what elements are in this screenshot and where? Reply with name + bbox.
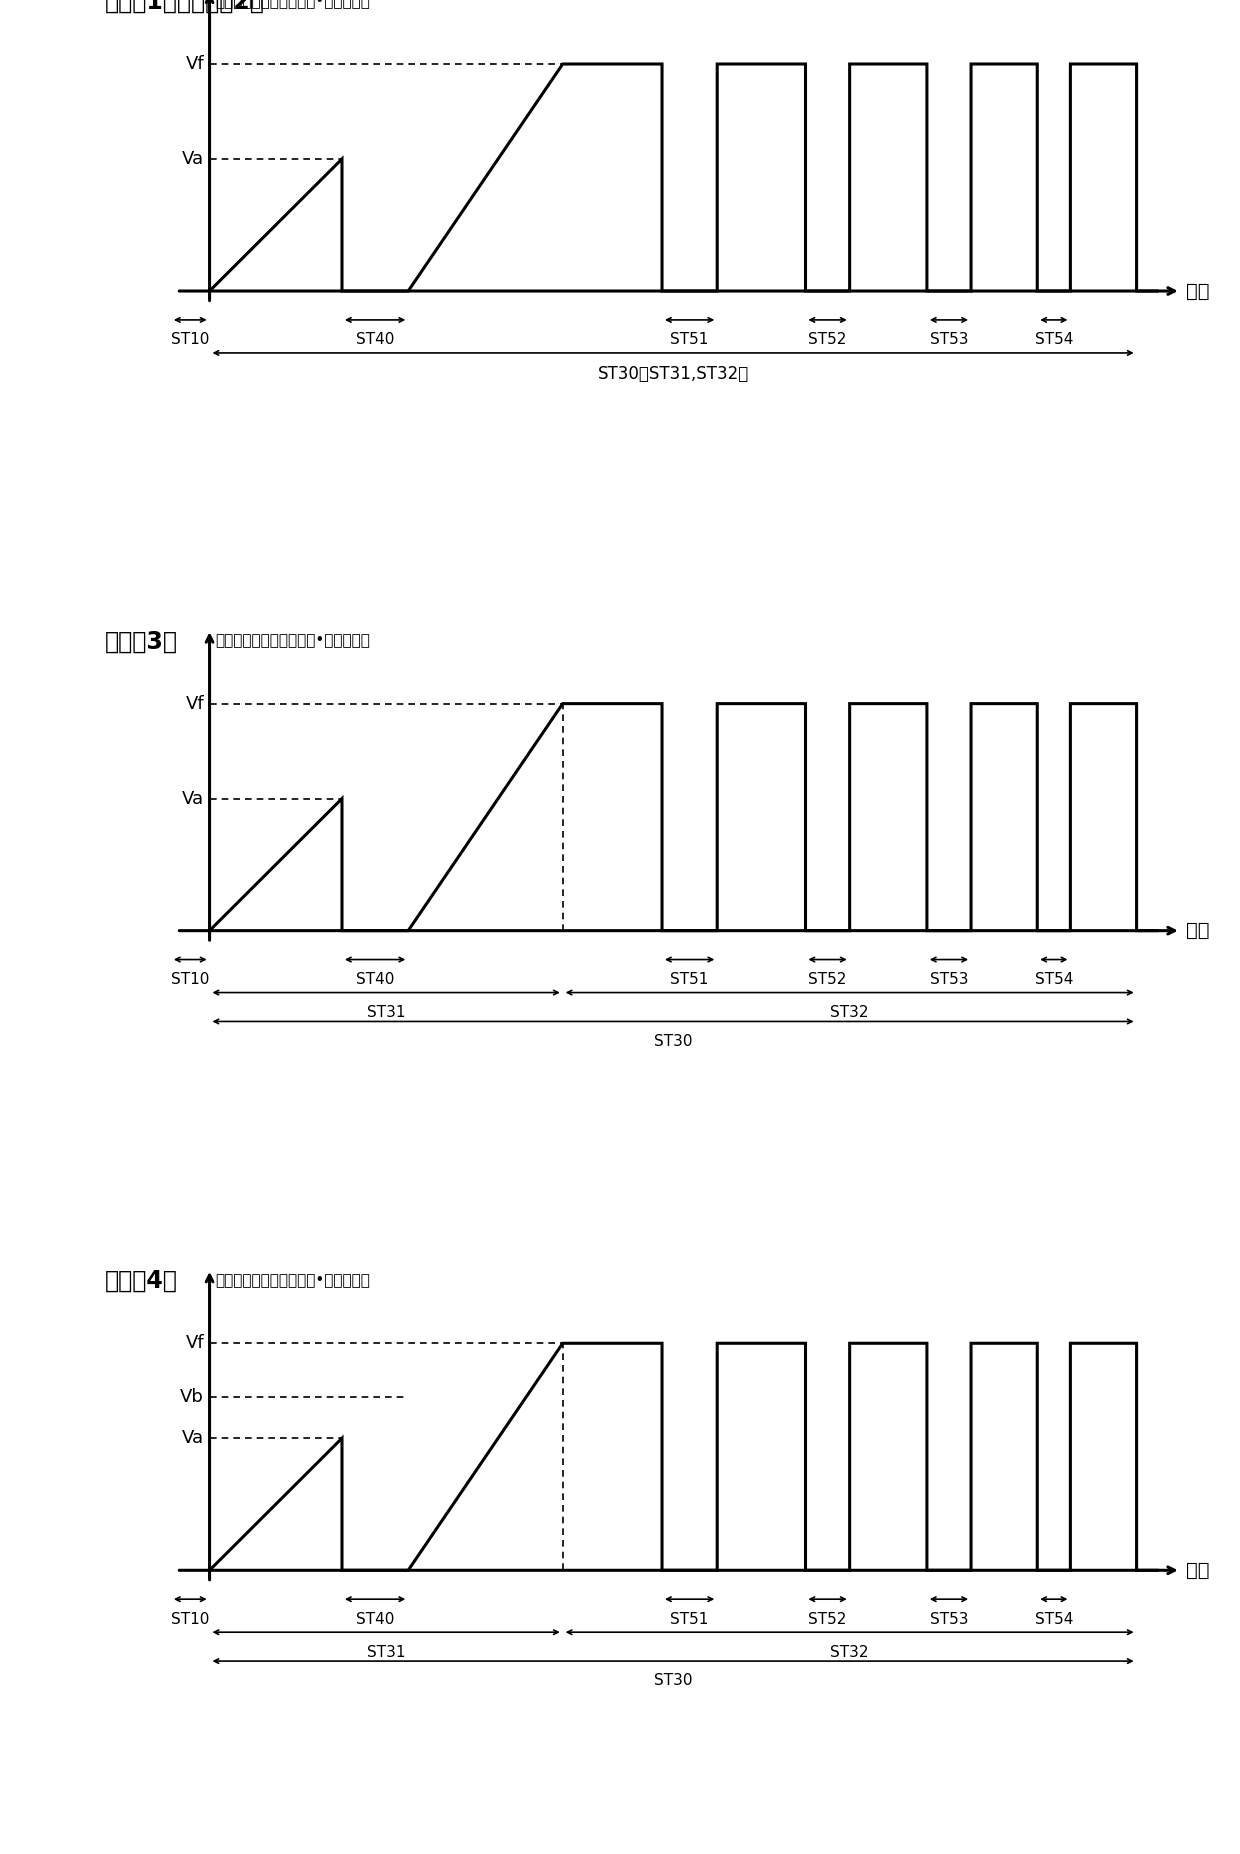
Text: Vf: Vf (186, 695, 205, 712)
Text: ST53: ST53 (930, 971, 968, 986)
Text: Vb: Vb (180, 1389, 205, 1405)
Text: ST53: ST53 (930, 1611, 968, 1626)
Text: ST32: ST32 (831, 1005, 869, 1020)
Text: 电源电压（化学转化电压•膜耐电压）: 电源电压（化学转化电压•膜耐电压） (215, 634, 370, 649)
Text: Va: Va (182, 150, 205, 169)
Text: ST10: ST10 (171, 332, 210, 347)
Text: 方法（3）: 方法（3） (104, 629, 177, 653)
Text: ST51: ST51 (671, 971, 709, 986)
Text: ST40: ST40 (356, 1611, 394, 1626)
Text: 方法（1），方法（2）: 方法（1），方法（2） (104, 0, 264, 13)
Text: ST30: ST30 (653, 1035, 692, 1049)
Text: ST30（ST31,ST32）: ST30（ST31,ST32） (598, 365, 749, 384)
Text: 时间: 时间 (1187, 921, 1210, 940)
Text: ST30: ST30 (653, 1674, 692, 1689)
Text: 时间: 时间 (1187, 1561, 1210, 1580)
Text: 电源电压（化学转化电压•膜耐电压）: 电源电压（化学转化电压•膜耐电压） (215, 1274, 370, 1289)
Text: ST54: ST54 (1034, 1611, 1073, 1626)
Text: ST32: ST32 (831, 1644, 869, 1659)
Text: Vf: Vf (186, 56, 205, 72)
Text: ST40: ST40 (356, 971, 394, 986)
Text: Vf: Vf (186, 1335, 205, 1352)
Text: ST54: ST54 (1034, 971, 1073, 986)
Text: ST52: ST52 (808, 332, 847, 347)
Text: Va: Va (182, 1429, 205, 1448)
Text: ST31: ST31 (367, 1644, 405, 1659)
Text: ST10: ST10 (171, 1611, 210, 1626)
Text: ST54: ST54 (1034, 332, 1073, 347)
Text: ST53: ST53 (930, 332, 968, 347)
Text: 方法（4）: 方法（4） (104, 1268, 177, 1292)
Text: ST51: ST51 (671, 332, 709, 347)
Text: Va: Va (182, 790, 205, 808)
Text: 时间: 时间 (1187, 282, 1210, 300)
Text: ST51: ST51 (671, 1611, 709, 1626)
Text: ST52: ST52 (808, 1611, 847, 1626)
Text: ST10: ST10 (171, 971, 210, 986)
Text: 电源电压（化学转化电压•膜耐电压）: 电源电压（化学转化电压•膜耐电压） (215, 0, 370, 9)
Text: ST52: ST52 (808, 971, 847, 986)
Text: ST31: ST31 (367, 1005, 405, 1020)
Text: ST40: ST40 (356, 332, 394, 347)
